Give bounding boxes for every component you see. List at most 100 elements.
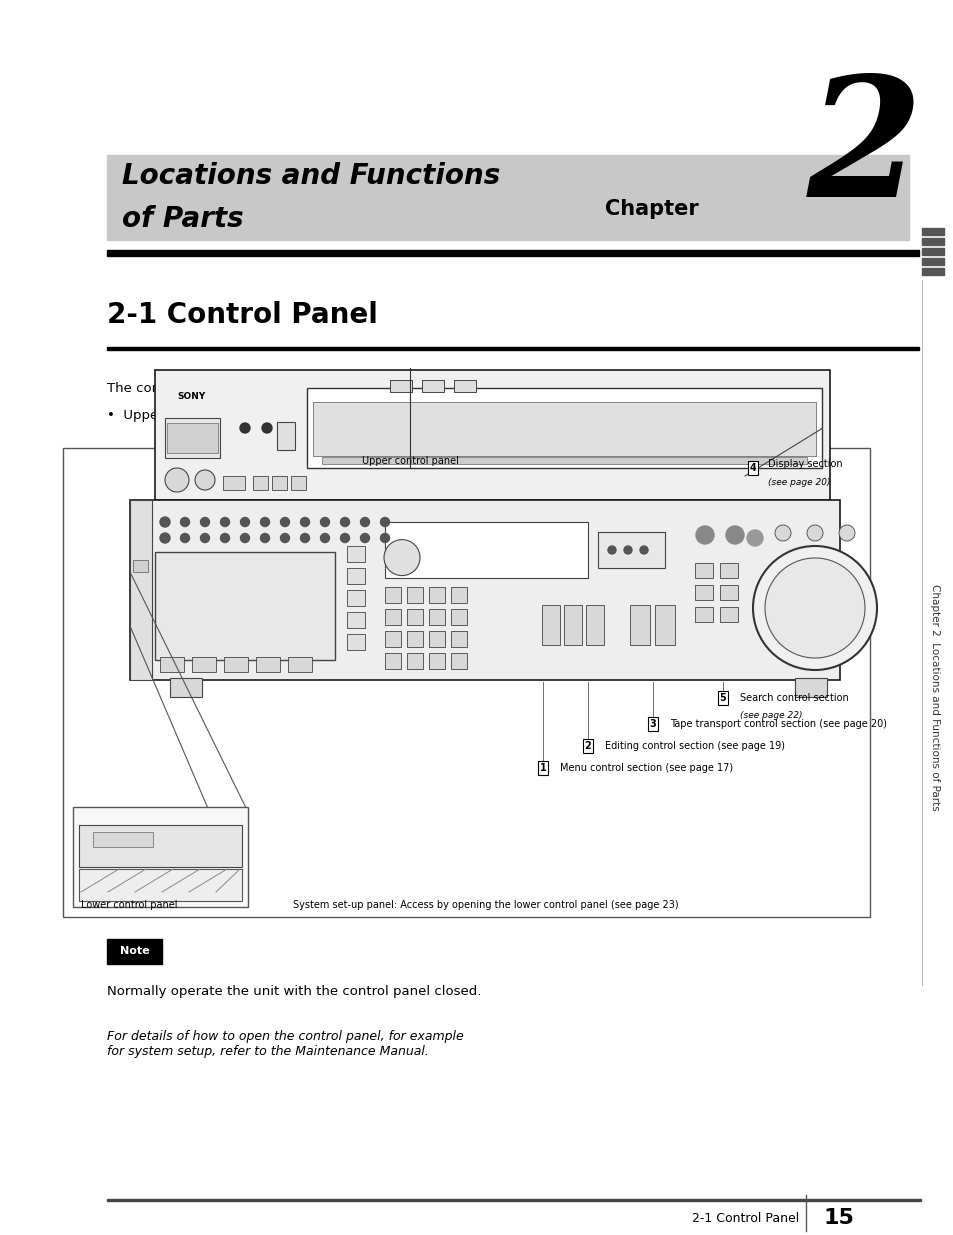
Circle shape — [806, 525, 822, 541]
Text: Display section: Display section — [767, 459, 841, 469]
Text: Upper control panel: Upper control panel — [361, 456, 458, 466]
Circle shape — [180, 517, 190, 526]
Bar — [272, 475, 287, 490]
Bar — [385, 653, 400, 669]
Bar — [107, 347, 918, 350]
Text: Note: Note — [119, 946, 150, 956]
Bar — [107, 939, 162, 965]
Circle shape — [240, 517, 250, 526]
Bar — [347, 568, 365, 584]
Bar — [407, 631, 422, 647]
Bar — [107, 1198, 920, 1200]
Bar — [407, 587, 422, 603]
Bar — [541, 605, 559, 645]
Circle shape — [380, 534, 389, 542]
Bar — [421, 380, 443, 391]
Bar — [63, 448, 869, 918]
Bar — [407, 609, 422, 625]
Bar — [92, 832, 152, 847]
Bar — [585, 605, 603, 645]
Bar — [255, 657, 280, 672]
Text: (see page 20): (see page 20) — [767, 478, 830, 487]
Text: 2: 2 — [584, 741, 591, 751]
Circle shape — [180, 534, 190, 542]
Bar — [390, 380, 412, 391]
Bar — [921, 228, 943, 235]
Circle shape — [165, 468, 189, 492]
Bar — [288, 657, 312, 672]
Text: Normally operate the unit with the control panel closed.: Normally operate the unit with the contr… — [107, 984, 481, 998]
Bar — [347, 634, 365, 650]
Bar — [720, 606, 738, 622]
Text: •  Lower control panel: • Lower control panel — [479, 382, 627, 394]
Bar — [921, 258, 943, 266]
Bar — [451, 609, 467, 625]
Circle shape — [240, 424, 250, 433]
Circle shape — [639, 546, 647, 555]
Bar — [921, 268, 943, 275]
Text: •  Upper control panel: • Upper control panel — [107, 410, 255, 422]
Bar — [563, 605, 581, 645]
Bar — [130, 500, 840, 680]
Bar — [385, 631, 400, 647]
Bar — [720, 563, 738, 578]
Bar — [598, 532, 664, 568]
Bar — [313, 403, 815, 456]
Circle shape — [838, 525, 854, 541]
Circle shape — [220, 517, 230, 526]
Bar — [429, 587, 444, 603]
Bar — [322, 457, 806, 464]
Text: System set-up panel: Access by opening the lower control panel (see page 23): System set-up panel: Access by opening t… — [293, 900, 678, 910]
Text: •  System set-up panel: • System set-up panel — [479, 410, 633, 422]
Circle shape — [260, 534, 269, 542]
Text: Tape transport control section (see page 20): Tape transport control section (see page… — [669, 719, 886, 729]
Circle shape — [340, 534, 349, 542]
Bar — [385, 587, 400, 603]
Text: Menu control section (see page 17): Menu control section (see page 17) — [559, 763, 732, 773]
Text: 2-1 Control Panel: 2-1 Control Panel — [691, 1212, 799, 1224]
Circle shape — [607, 546, 616, 555]
Circle shape — [623, 546, 631, 555]
Bar — [253, 475, 268, 490]
Bar — [170, 678, 202, 697]
Circle shape — [220, 534, 230, 542]
Bar — [429, 609, 444, 625]
Text: 1: 1 — [539, 763, 546, 773]
Circle shape — [340, 517, 349, 526]
Text: 15: 15 — [822, 1208, 854, 1228]
Bar — [794, 678, 826, 697]
Circle shape — [380, 517, 389, 526]
Circle shape — [262, 424, 272, 433]
Circle shape — [360, 534, 369, 542]
Bar — [720, 585, 738, 600]
Text: The control panel consists of the following sections:: The control panel consists of the follow… — [107, 382, 453, 394]
Circle shape — [300, 517, 309, 526]
Bar — [429, 653, 444, 669]
Bar — [291, 475, 306, 490]
Bar — [79, 825, 242, 867]
Circle shape — [752, 546, 876, 671]
Circle shape — [746, 530, 762, 546]
Circle shape — [280, 517, 289, 526]
Text: (see page 22): (see page 22) — [740, 711, 801, 720]
Bar — [73, 806, 248, 906]
Circle shape — [320, 534, 329, 542]
Bar — [223, 475, 245, 490]
Text: SONY: SONY — [177, 391, 205, 401]
Bar — [132, 559, 148, 572]
Bar — [160, 657, 184, 672]
Bar — [451, 653, 467, 669]
Bar — [429, 631, 444, 647]
Circle shape — [280, 534, 289, 542]
Bar — [192, 657, 215, 672]
Bar — [921, 238, 943, 245]
Circle shape — [384, 540, 419, 576]
Circle shape — [260, 517, 269, 526]
Bar — [695, 585, 712, 600]
Circle shape — [200, 534, 210, 542]
Bar — [451, 587, 467, 603]
Bar — [629, 605, 649, 645]
Text: 5: 5 — [719, 693, 725, 703]
Bar — [107, 156, 575, 240]
Bar — [154, 552, 335, 659]
